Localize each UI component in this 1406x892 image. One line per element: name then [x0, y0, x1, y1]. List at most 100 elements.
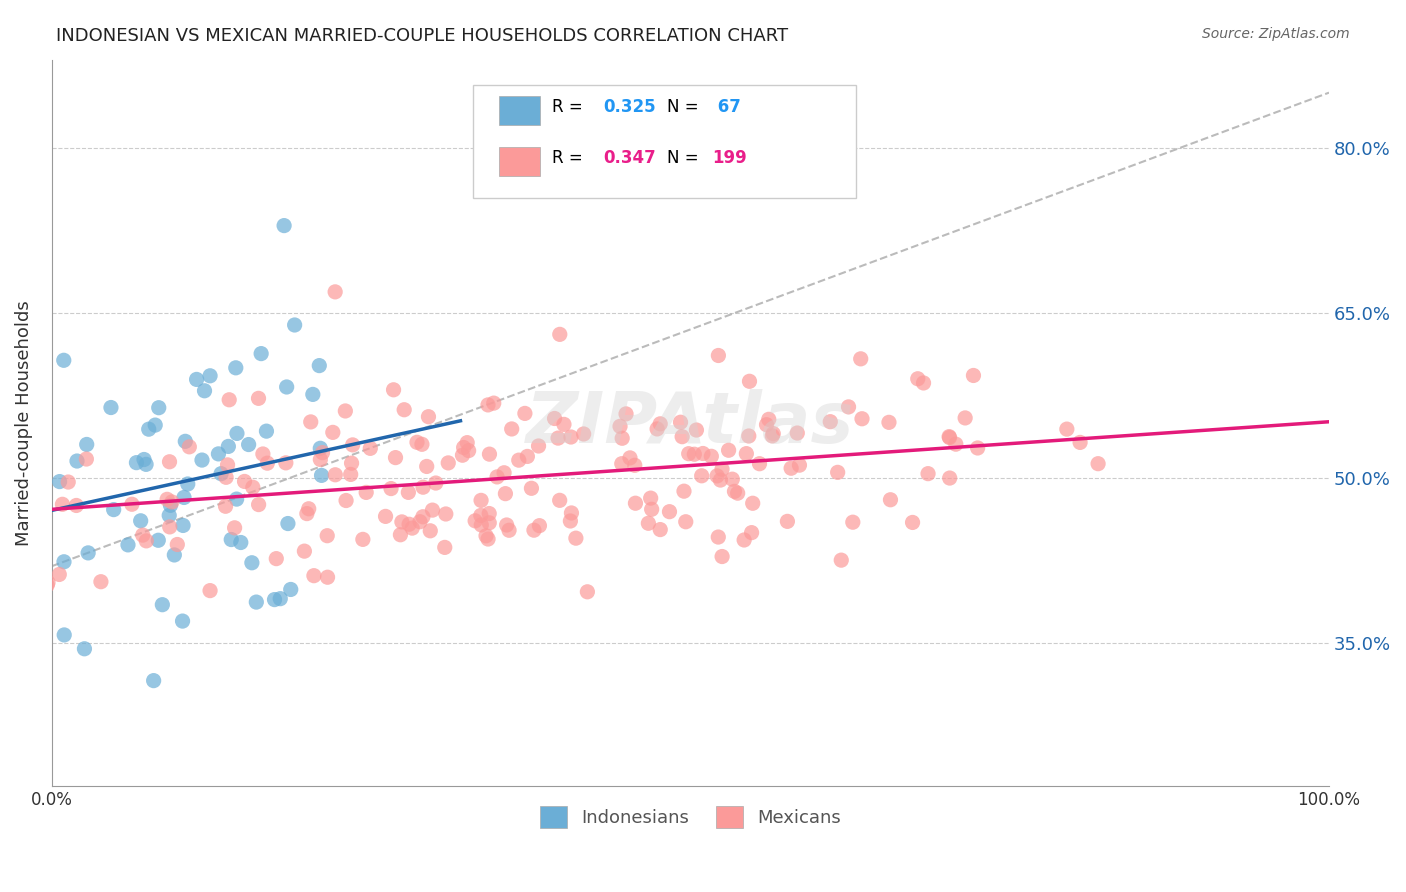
Indonesians	[311, 468, 333, 483]
Mexicans	[457, 443, 479, 458]
Mexicans	[572, 427, 595, 442]
Mexicans	[683, 447, 706, 461]
Text: N =: N =	[668, 149, 704, 167]
Mexicans	[706, 469, 728, 483]
Indonesians	[163, 548, 186, 562]
Mexicans	[121, 497, 143, 511]
Mexicans	[877, 415, 900, 429]
Mexicans	[966, 441, 988, 455]
Indonesians	[273, 219, 295, 233]
Mexicans	[692, 446, 714, 460]
Mexicans	[10, 460, 32, 475]
Mexicans	[912, 376, 935, 390]
Mexicans	[529, 518, 551, 533]
Mexicans	[477, 398, 499, 412]
Mexicans	[879, 492, 901, 507]
Indonesians	[240, 556, 263, 570]
FancyBboxPatch shape	[499, 96, 540, 125]
Text: R =: R =	[553, 98, 589, 116]
Mexicans	[827, 466, 849, 480]
Mexicans	[501, 422, 523, 436]
Indonesians	[309, 442, 332, 456]
Mexicans	[761, 429, 783, 443]
Mexicans	[0, 487, 13, 501]
Mexicans	[637, 516, 659, 531]
Mexicans	[494, 486, 516, 500]
Indonesians	[193, 384, 215, 398]
Mexicans	[685, 423, 707, 437]
Mexicans	[292, 544, 315, 558]
Mexicans	[645, 422, 668, 436]
Mexicans	[707, 530, 730, 544]
Mexicans	[609, 419, 631, 434]
Mexicans	[748, 457, 770, 471]
Mexicans	[266, 551, 288, 566]
Indonesians	[250, 346, 273, 360]
Indonesians	[301, 387, 323, 401]
Mexicans	[309, 452, 332, 467]
Mexicans	[658, 505, 681, 519]
Indonesians	[0, 500, 8, 515]
Mexicans	[418, 409, 440, 424]
Mexicans	[851, 411, 873, 425]
Mexicans	[256, 456, 278, 470]
Indonesians	[76, 437, 98, 451]
Mexicans	[233, 475, 256, 489]
Mexicans	[576, 584, 599, 599]
Text: Source: ZipAtlas.com: Source: ZipAtlas.com	[1202, 27, 1350, 41]
Mexicans	[247, 392, 270, 406]
Indonesians	[77, 546, 100, 560]
Mexicans	[453, 441, 475, 455]
Mexicans	[917, 467, 939, 481]
Mexicans	[938, 471, 960, 485]
Mexicans	[741, 525, 763, 540]
Mexicans	[907, 372, 929, 386]
Indonesians	[157, 508, 180, 523]
Mexicans	[392, 402, 415, 417]
Mexicans	[214, 500, 236, 514]
Mexicans	[456, 435, 478, 450]
Indonesians	[6, 452, 28, 467]
Mexicans	[547, 431, 569, 445]
FancyBboxPatch shape	[499, 147, 540, 176]
Mexicans	[640, 491, 662, 505]
Mexicans	[179, 440, 201, 454]
Indonesians	[48, 475, 70, 489]
Mexicans	[75, 452, 97, 467]
Mexicans	[342, 438, 364, 452]
Mexicans	[727, 486, 749, 500]
Indonesians	[225, 492, 247, 507]
Text: N =: N =	[668, 98, 704, 116]
Indonesians	[100, 401, 122, 415]
Mexicans	[340, 456, 363, 470]
Indonesians	[229, 535, 252, 549]
Mexicans	[735, 447, 758, 461]
Mexicans	[339, 467, 361, 482]
Indonesians	[1, 539, 24, 553]
Mexicans	[433, 541, 456, 555]
Indonesians	[32, 416, 55, 430]
Mexicans	[335, 493, 357, 508]
Mexicans	[323, 285, 346, 299]
Indonesians	[53, 628, 76, 642]
Mexicans	[51, 497, 73, 511]
Y-axis label: Married-couple Households: Married-couple Households	[15, 301, 32, 546]
Text: 67: 67	[711, 98, 741, 116]
Indonesians	[174, 434, 197, 449]
Indonesians	[225, 360, 247, 375]
Mexicans	[527, 439, 550, 453]
Mexicans	[302, 568, 325, 582]
Mexicans	[508, 453, 530, 467]
Mexicans	[335, 404, 357, 418]
Indonesians	[159, 498, 181, 512]
Mexicans	[470, 508, 492, 523]
Mexicans	[398, 517, 420, 532]
Mexicans	[412, 480, 434, 494]
Indonesians	[217, 439, 239, 453]
Mexicans	[406, 435, 429, 450]
Indonesians	[148, 401, 170, 415]
Indonesians	[125, 456, 148, 470]
Indonesians	[73, 641, 96, 656]
Mexicans	[690, 468, 713, 483]
Mexicans	[565, 531, 588, 545]
